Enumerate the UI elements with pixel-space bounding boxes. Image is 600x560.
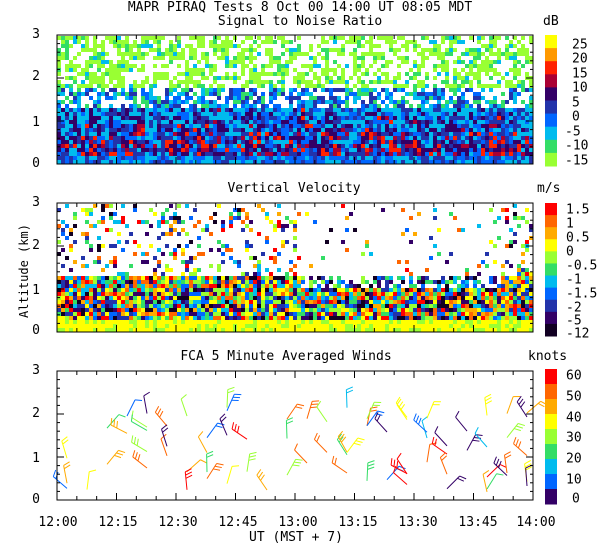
winds-colorbar-label: 50 bbox=[566, 389, 582, 405]
snr-colorbar-label: 15 bbox=[572, 66, 588, 82]
velocity-colorbar-swatch bbox=[545, 251, 557, 264]
snr-colorbar-swatch bbox=[545, 35, 557, 49]
snr-colorbar-label: -10 bbox=[565, 138, 589, 154]
velocity-ytick: 1 bbox=[32, 283, 40, 298]
x-tick-label: 12:45 bbox=[218, 515, 258, 530]
snr-colorbar-unit: dB bbox=[543, 14, 559, 29]
velocity-colorbar-swatch bbox=[545, 275, 557, 289]
velocity-colorbar-label: -0.5 bbox=[566, 258, 598, 274]
velocity-colorbar-swatch bbox=[545, 263, 557, 277]
winds-colorbar-label: 60 bbox=[566, 368, 582, 384]
snr-colorbar-label: 20 bbox=[572, 51, 588, 67]
snr-ytick: 3 bbox=[32, 27, 40, 42]
snr-colorbar-swatch bbox=[545, 100, 557, 115]
winds-colorbar-swatch bbox=[545, 399, 557, 415]
snr-colorbar-swatch bbox=[545, 152, 557, 167]
velocity-colorbar-label: -1.5 bbox=[566, 286, 598, 302]
velocity-colorbar-swatch bbox=[545, 323, 557, 337]
velocity-colorbar-swatch bbox=[545, 311, 557, 325]
velocity-colorbar-swatch bbox=[545, 227, 557, 240]
snr-colorbar-swatch bbox=[545, 74, 557, 88]
winds-colorbar-swatch bbox=[545, 459, 557, 475]
velocity-ytick: 3 bbox=[32, 195, 40, 210]
velocity-panel-title: Vertical Velocity bbox=[227, 181, 361, 196]
velocity-colorbar-swatch bbox=[545, 239, 557, 252]
snr-colorbar-swatch bbox=[545, 126, 557, 141]
snr-colorbar-label: -15 bbox=[565, 153, 589, 169]
velocity-colorbar-label: -1 bbox=[566, 272, 582, 288]
winds-colorbar-swatch bbox=[545, 429, 557, 445]
snr-colorbar-swatch bbox=[545, 139, 557, 154]
page-title: MAPR PIRAQ Tests 8 Oct 00 14:00 UT 08:05… bbox=[127, 0, 473, 15]
x-tick-label: 12:15 bbox=[98, 515, 138, 530]
wind-barbs bbox=[52, 386, 548, 492]
winds-colorbar-swatch bbox=[545, 444, 557, 460]
winds-colorbar-swatch bbox=[545, 384, 557, 400]
velocity-colorbar-label: 1 bbox=[566, 216, 574, 232]
winds-colorbar-label: 0 bbox=[572, 491, 580, 507]
winds-colorbar-swatch bbox=[545, 474, 557, 490]
velocity-colorbar-swatch bbox=[545, 215, 557, 228]
snr-colorbar-label: 25 bbox=[572, 37, 588, 53]
winds-colorbar-label: 40 bbox=[566, 410, 582, 426]
velocity-heatmap bbox=[57, 204, 533, 332]
velocity-colorbar-swatch bbox=[545, 287, 557, 301]
snr-colorbar-label: 5 bbox=[572, 95, 580, 111]
snr-colorbar-swatch bbox=[545, 61, 557, 75]
velocity-colorbar-label: -5 bbox=[566, 313, 582, 329]
x-tick-label: 14:00 bbox=[516, 515, 556, 530]
winds-colorbar-swatch bbox=[545, 489, 557, 505]
snr-ytick: 0 bbox=[32, 156, 40, 171]
velocity-colorbar-label: 0.5 bbox=[566, 230, 590, 246]
snr-heatmap bbox=[57, 36, 533, 164]
winds-ytick: 3 bbox=[32, 363, 40, 378]
velocity-colorbar-unit: m/s bbox=[537, 181, 561, 196]
winds-ytick: 2 bbox=[32, 406, 40, 421]
velocity-ytick: 0 bbox=[32, 323, 40, 338]
snr-colorbar-label: -5 bbox=[565, 124, 581, 140]
winds-colorbar-swatch bbox=[545, 369, 557, 385]
x-tick-label: 13:45 bbox=[458, 515, 498, 530]
snr-panel-title: Signal to Noise Ratio bbox=[217, 14, 383, 29]
snr-colorbar-label: 10 bbox=[572, 80, 588, 96]
winds-colorbar-unit: knots bbox=[528, 349, 568, 364]
velocity-ytick: 2 bbox=[32, 238, 40, 253]
velocity-colorbar-swatch bbox=[545, 299, 557, 313]
velocity-colorbar-label: -2 bbox=[566, 300, 582, 316]
x-tick-label: 12:00 bbox=[38, 515, 78, 530]
snr-colorbar-swatch bbox=[545, 87, 557, 101]
winds-ytick: 0 bbox=[32, 492, 40, 507]
winds-colorbar-label: 10 bbox=[566, 472, 582, 488]
snr-colorbar-swatch bbox=[545, 113, 557, 128]
snr-colorbar-label: 0 bbox=[572, 109, 580, 125]
velocity-colorbar-label: 1.5 bbox=[566, 202, 590, 218]
velocity-colorbar-label: 0 bbox=[566, 244, 574, 260]
x-axis-label: UT (MST + 7) bbox=[249, 530, 343, 545]
velocity-colorbar-swatch bbox=[545, 203, 557, 216]
x-tick-label: 13:30 bbox=[398, 515, 438, 530]
velocity-colorbar-label: -12 bbox=[566, 326, 590, 342]
winds-colorbar-swatch bbox=[545, 414, 557, 430]
winds-colorbar-label: 20 bbox=[566, 451, 582, 467]
snr-colorbar-swatch bbox=[545, 48, 557, 62]
winds-ytick: 1 bbox=[32, 451, 40, 466]
x-tick-label: 13:00 bbox=[278, 515, 318, 530]
winds-panel-title: FCA 5 Minute Averaged Winds bbox=[180, 349, 392, 364]
x-tick-label: 12:30 bbox=[158, 515, 198, 530]
x-tick-label: 13:15 bbox=[338, 515, 378, 530]
snr-ytick: 1 bbox=[32, 115, 40, 130]
snr-ytick: 2 bbox=[32, 69, 40, 84]
winds-colorbar-label: 30 bbox=[566, 430, 582, 446]
